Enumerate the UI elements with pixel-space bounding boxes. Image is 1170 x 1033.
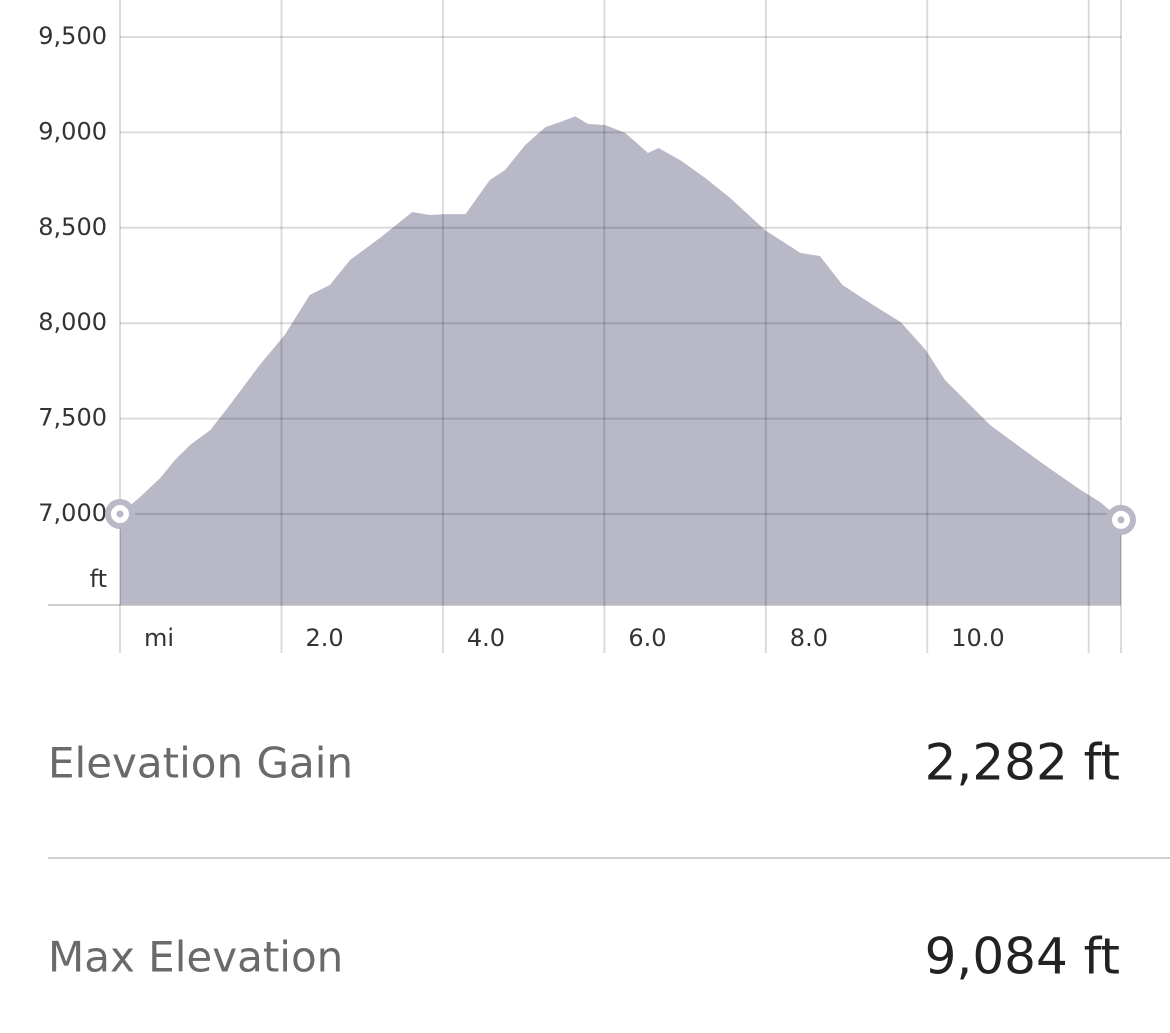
endpoint-dot [116,510,124,518]
y-tick-label: 8,000 [38,308,107,336]
stat-value: 9,084 ft [925,928,1120,986]
x-tick-label: mi [144,624,174,652]
y-tick-label: 8,500 [38,213,107,241]
y-tick-label: 9,000 [38,117,107,145]
stat-label: Max Elevation [48,933,343,982]
y-tick-label: 7,000 [38,499,107,527]
x-tick-label: 4.0 [467,624,505,652]
y-tick-label: 9,500 [38,22,107,50]
x-tick-label: 2.0 [305,624,343,652]
x-tick-label: 8.0 [790,624,828,652]
x-tick-label: 10.0 [951,624,1004,652]
y-tick-label: 7,500 [38,404,107,432]
stat-value: 2,282 ft [925,734,1120,792]
y-unit: ft [90,565,107,593]
stat-label: Elevation Gain [48,739,353,788]
endpoint-dot [1117,516,1125,524]
elevation-area [120,116,1121,605]
x-tick-label: 6.0 [628,624,666,652]
